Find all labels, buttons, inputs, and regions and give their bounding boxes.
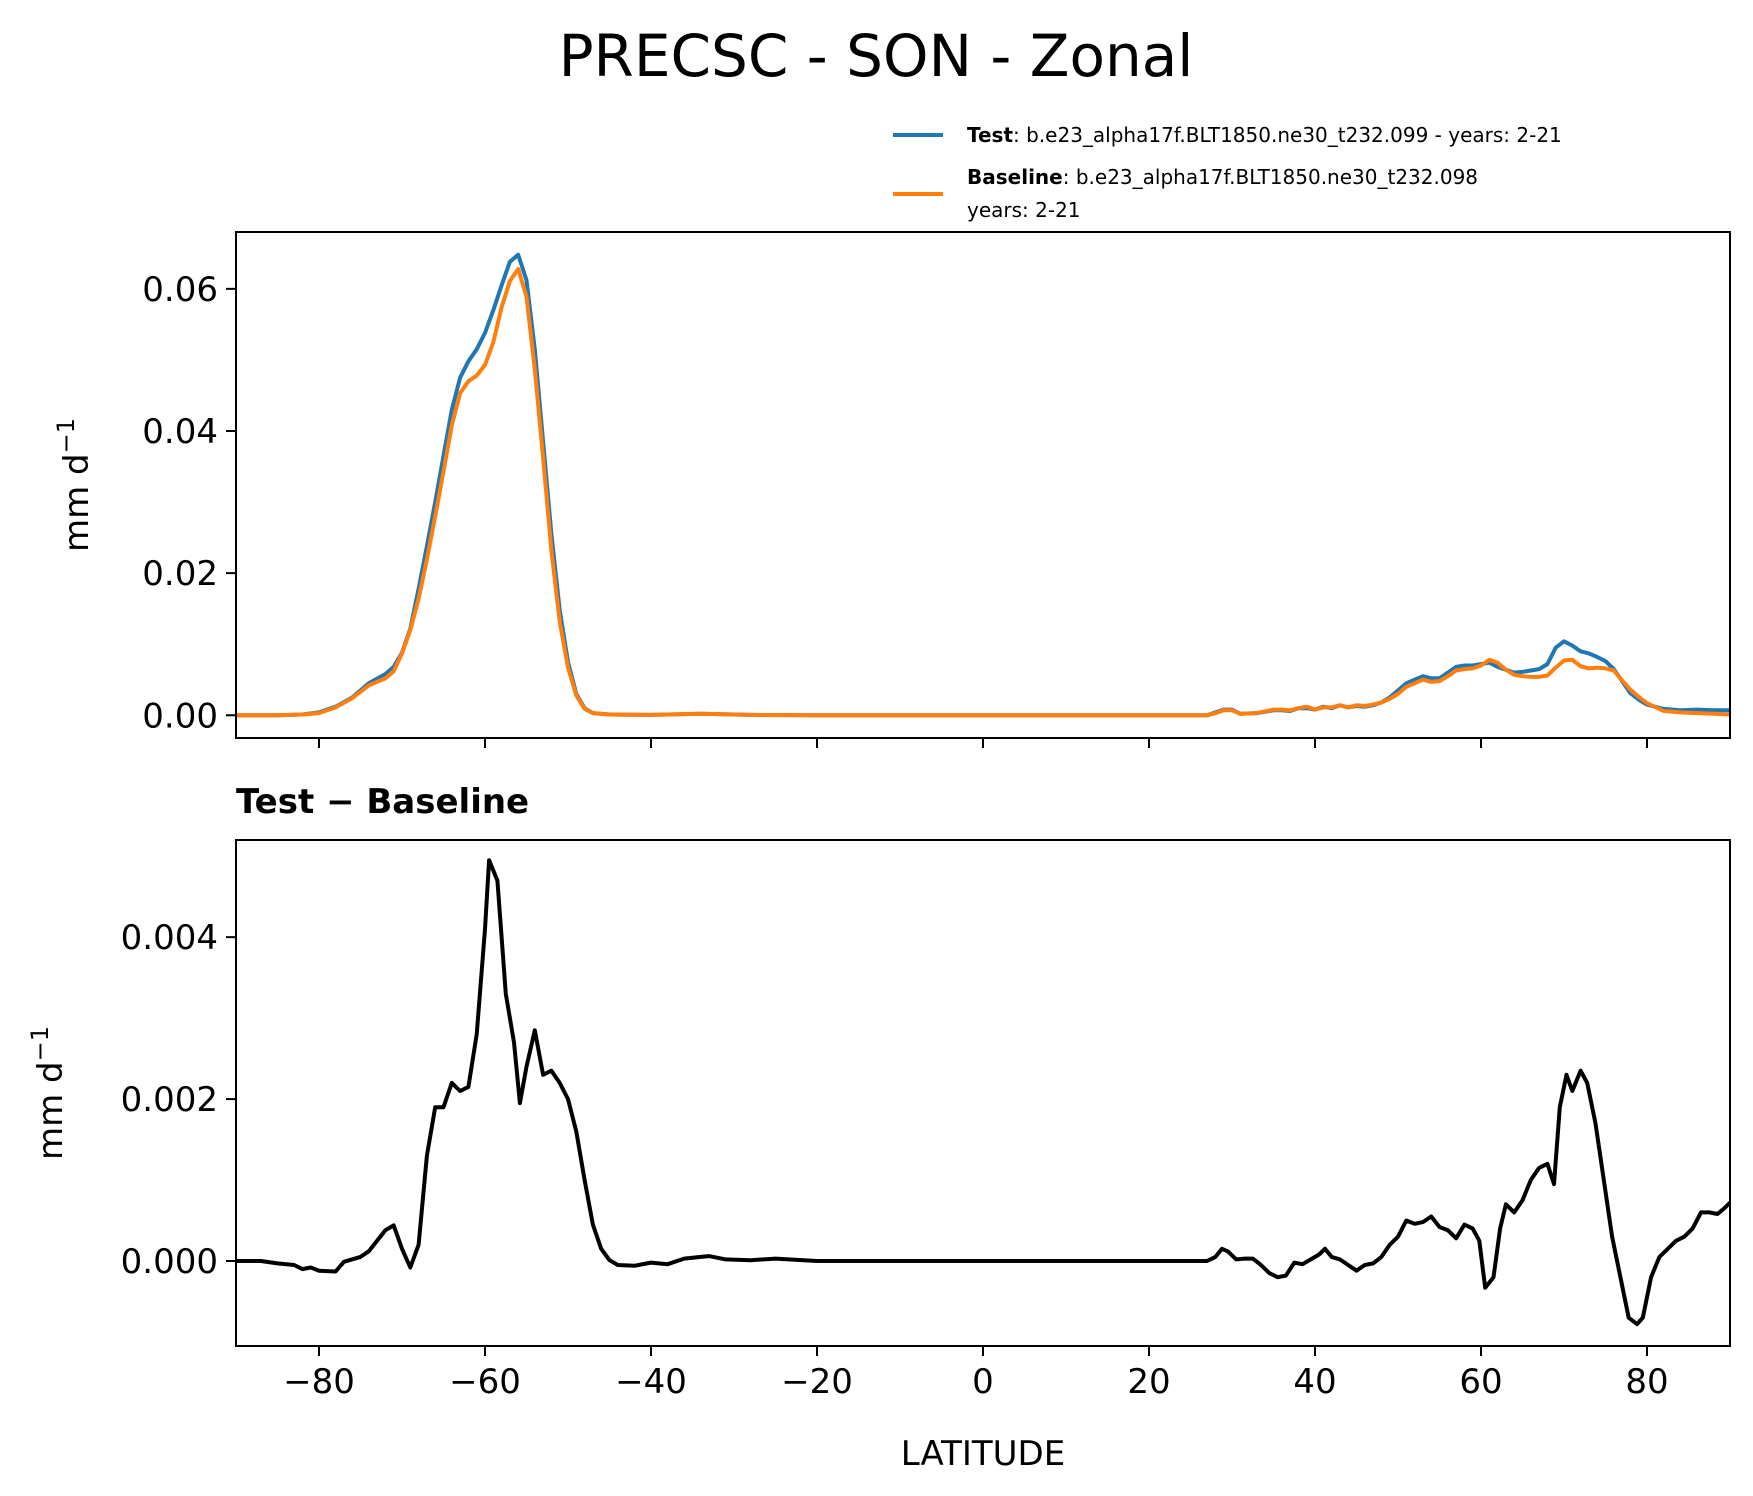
bottom-xtick-label: 0: [972, 1362, 994, 1402]
bottom-series-test-baseline-line: [236, 858, 1732, 1327]
bottom-ylabel: mm d−1: [26, 1026, 71, 1160]
bottom-panel-title: Test − Baseline: [236, 782, 529, 822]
legend-test-text: : b.e23_alpha17f.BLT1850.ne30_t232.099 -…: [1013, 123, 1562, 147]
bottom-ytick-label: 0.004: [121, 918, 218, 958]
bottom-ytick-label: 0.000: [121, 1242, 218, 1282]
legend-baseline-label: Baseline: b.e23_alpha17f.BLT1850.ne30_t2…: [967, 165, 1478, 189]
figure-title: PRECSC - SON - Zonal: [559, 22, 1194, 90]
top-panel: 0.00 0.02 0.04 0.06 mm d−1: [52, 231, 1731, 748]
top-ytick-label: 0.00: [142, 696, 218, 736]
bottom-xtick-label: 60: [1459, 1362, 1502, 1402]
top-series-test-line: [236, 252, 1730, 718]
legend-baseline-text: : b.e23_alpha17f.BLT1850.ne30_t232.098: [1063, 165, 1478, 189]
bottom-xtick-label: −60: [449, 1362, 521, 1402]
bottom-ylabel-text: mm d: [31, 1061, 71, 1160]
top-axes-frame: [235, 231, 1731, 739]
top-ylabel: mm d−1: [52, 418, 97, 552]
legend-baseline-years: years: 2-21: [967, 198, 1081, 222]
legend-test-bold: Test: [967, 123, 1013, 147]
bottom-xtick-label: −80: [283, 1362, 355, 1402]
top-ytick-label: 0.04: [142, 412, 218, 452]
top-ylabel-text: mm d: [57, 453, 97, 552]
bottom-xtick-label: 40: [1293, 1362, 1336, 1402]
bottom-xtick-label: −40: [615, 1362, 687, 1402]
bottom-ytick-label: 0.002: [121, 1080, 218, 1120]
bottom-panel: −80 −60 −40 −20 0 20 40 60 80 0.000 0.002 0.004 mm…: [26, 839, 1732, 1474]
top-ytick-label: 0.02: [142, 554, 218, 594]
top-ylabel-sup: −1: [52, 418, 80, 453]
top-ytick-label: 0.06: [142, 270, 218, 310]
bottom-xtick-label: 20: [1127, 1362, 1170, 1402]
legend: Test: b.e23_alpha17f.BLT1850.ne30_t232.0…: [893, 123, 1562, 222]
legend-test-label: Test: b.e23_alpha17f.BLT1850.ne30_t232.0…: [967, 123, 1562, 147]
bottom-axes-frame: [235, 839, 1731, 1347]
bottom-ylabel-sup: −1: [26, 1026, 54, 1061]
bottom-xtick-label: −20: [781, 1362, 853, 1402]
bottom-xlabel: LATITUDE: [901, 1434, 1065, 1474]
legend-baseline-bold: Baseline: [967, 165, 1063, 189]
bottom-xtick-label: 80: [1625, 1362, 1668, 1402]
top-series-baseline-line: [236, 267, 1731, 718]
